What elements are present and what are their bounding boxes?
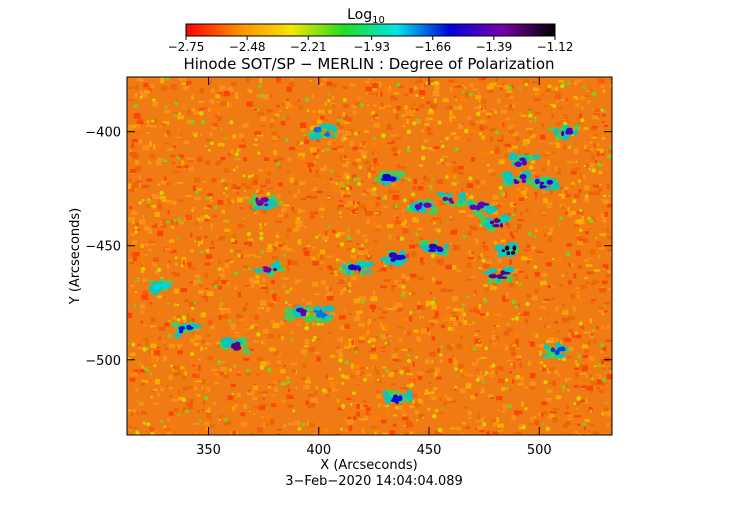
plot-area: 350 400 450 500 −400 −450 −500 — [85, 76, 613, 458]
x-axis-label: X (Arcseconds) — [320, 458, 417, 473]
polarization-patch — [541, 341, 570, 360]
polarization-patch — [303, 305, 335, 324]
polarization-patch — [466, 199, 498, 217]
polarization-patch — [482, 266, 515, 285]
y-tick-label: −400 — [85, 126, 121, 141]
colorbar-label: Log10 — [347, 7, 385, 26]
polarization-patch — [405, 199, 439, 215]
polarization-patch — [498, 170, 535, 187]
polarization-patch — [219, 336, 251, 355]
heatmap-texture — [127, 77, 612, 435]
polarization-patch — [253, 259, 286, 278]
y-axis-label: Y (Arcseconds) — [68, 208, 83, 305]
polarization-patch — [379, 249, 408, 267]
x-tick-label: 400 — [306, 443, 331, 458]
polarization-patch — [374, 170, 407, 186]
colorbar-tick-label: −1.39 — [475, 40, 512, 54]
polarization-patch — [307, 123, 338, 141]
colorbar-tick-label: −2.21 — [290, 40, 327, 54]
colorbar-tick-label: −2.75 — [168, 40, 205, 54]
x-tick-label: 450 — [417, 443, 442, 458]
polarization-patch — [435, 191, 468, 208]
polarization-patch — [382, 389, 414, 405]
x-tick-label: 500 — [527, 443, 552, 458]
plot-frame — [126, 76, 613, 436]
polarization-patch — [548, 123, 580, 141]
axis-ticks: 350 400 450 500 −400 −450 −500 — [85, 77, 612, 458]
polarization-patch — [341, 260, 375, 277]
polarization-patch — [478, 214, 512, 232]
polarization-patch — [494, 241, 520, 258]
colorbar-tick-label: −1.66 — [414, 40, 451, 54]
polarization-patch — [418, 239, 450, 257]
colorbar-bar — [185, 23, 556, 37]
polarization-patch — [247, 193, 279, 211]
observation-date: 3−Feb−2020 14:04:04.089 — [285, 474, 463, 489]
y-tick-label: −450 — [85, 240, 121, 255]
heatmap-patches — [148, 123, 580, 405]
y-tick-label: −500 — [85, 354, 121, 369]
polarization-patch — [532, 175, 560, 191]
colorbar-tick-label: −1.93 — [353, 40, 390, 54]
colorbar: Log10 −2.75 −2.48 −2.21 −1.93 −1.66 −1.39 −1.1… — [168, 7, 574, 54]
polarization-patch — [170, 321, 202, 339]
polarization-patch — [148, 278, 174, 296]
x-tick-label: 350 — [196, 443, 221, 458]
colorbar-tick-label: −1.12 — [537, 40, 574, 54]
colorbar-ticks: −2.75 −2.48 −2.21 −1.93 −1.66 −1.39 −1.12 — [168, 36, 574, 54]
chart-title: Hinode SOT/SP − MERLIN : Degree of Polar… — [183, 55, 554, 73]
colorbar-tick-label: −2.48 — [229, 40, 266, 54]
polarization-patch — [508, 152, 541, 169]
